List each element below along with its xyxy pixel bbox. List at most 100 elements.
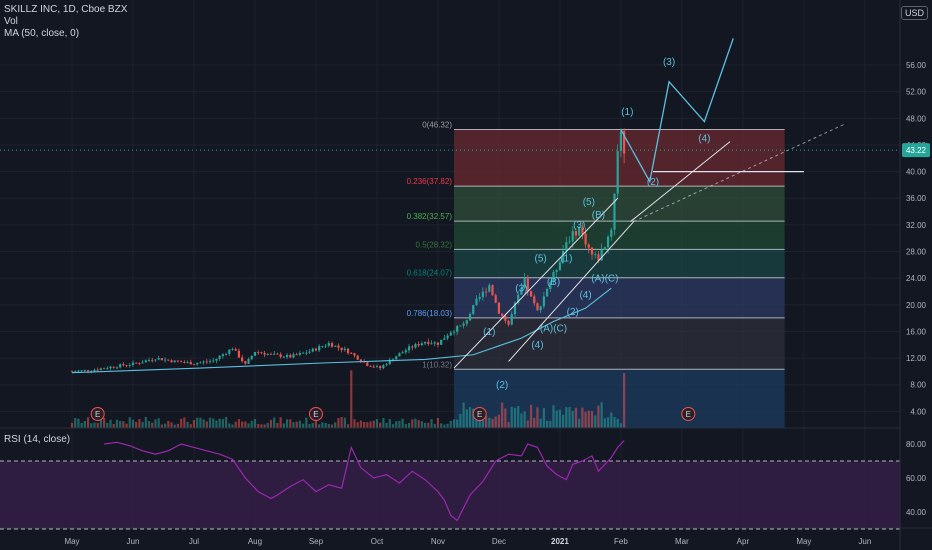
candle-body	[391, 359, 395, 361]
candle-body	[424, 341, 427, 344]
price-axis-tick: 8.00	[910, 381, 926, 390]
candle-body	[613, 193, 616, 230]
volume-bar	[266, 422, 269, 428]
candle-body	[170, 360, 173, 363]
wave-label: (2)	[567, 307, 579, 318]
candle-body	[552, 271, 555, 283]
fib-level-label: 1(10.32)	[422, 360, 452, 369]
candle-body	[443, 338, 446, 340]
volume-bar	[86, 417, 90, 428]
volume-bar	[154, 419, 157, 428]
volume-bar	[610, 412, 613, 428]
candle-body	[590, 247, 594, 255]
volume-bar	[417, 420, 420, 428]
volume-bar	[115, 419, 119, 428]
candle-body	[584, 233, 587, 245]
candle-body	[321, 346, 324, 348]
fib-level-label: 0.786(18.03)	[407, 309, 453, 318]
candle-body	[241, 357, 244, 362]
volume-bar	[523, 411, 526, 428]
volume-bar	[135, 421, 138, 428]
candle-body	[80, 370, 83, 372]
candle-body	[343, 348, 346, 350]
volume-bar	[202, 419, 205, 428]
volume-bar	[228, 423, 231, 428]
volume-bar	[375, 419, 379, 428]
volume-bar	[517, 405, 520, 428]
candle-body	[507, 320, 510, 325]
volume-bar	[555, 410, 558, 428]
volume-bar	[237, 419, 241, 428]
volume-bar	[401, 418, 404, 428]
channel-extension	[633, 123, 846, 223]
fib-level-label: 0(46.32)	[422, 121, 452, 130]
candle-body	[475, 298, 478, 305]
volume-bar	[167, 420, 170, 428]
time-axis-label: Jul	[189, 537, 199, 546]
candle-body	[327, 343, 330, 346]
volume-bar	[103, 417, 106, 428]
time-axis-label: Aug	[248, 537, 262, 546]
current-price-badge	[902, 143, 930, 158]
candle-body	[199, 362, 202, 364]
volume-bar	[218, 418, 221, 428]
volume-bar	[119, 420, 122, 428]
volume-bar	[584, 411, 587, 428]
candle-body	[99, 368, 102, 370]
candle-body	[484, 291, 488, 293]
candle-body	[427, 341, 430, 344]
candle-body	[314, 348, 318, 351]
candle-body	[266, 353, 269, 355]
volume-bar	[359, 420, 362, 428]
volume-bar	[574, 407, 578, 428]
candle-body	[176, 360, 180, 362]
volume-bar	[330, 424, 334, 428]
candle-body	[96, 369, 99, 371]
candle-body	[430, 343, 433, 345]
candle-body	[536, 303, 539, 311]
wave-label: (3)	[515, 283, 527, 294]
currency-badge[interactable]: USD	[900, 6, 928, 20]
volume-bar	[74, 417, 77, 428]
volume-bar	[138, 419, 141, 428]
symbol-title: SKILLZ INC, 1D, Cboe BZX	[4, 4, 128, 15]
volume-bar	[369, 421, 372, 428]
volume-bar	[337, 417, 340, 428]
volume-bar	[314, 417, 318, 428]
volume-bar	[597, 405, 600, 428]
candle-body	[292, 354, 295, 358]
price-axis-tick: 32.00	[906, 221, 927, 230]
candle-body	[173, 360, 176, 363]
wave-label: (1)	[621, 107, 633, 118]
fib-level-label: 0.5(28.32)	[416, 240, 453, 249]
candle-body	[70, 371, 74, 373]
fib-level-label: 0.618(24.07)	[407, 269, 453, 278]
candle-body	[269, 353, 273, 355]
volume-bar	[603, 418, 606, 428]
volume-bar	[497, 414, 501, 428]
candle-body	[491, 285, 494, 296]
candle-body	[401, 352, 404, 354]
candle-body	[497, 302, 501, 314]
candle-body	[417, 344, 420, 346]
volume-bar	[144, 417, 147, 428]
volume-bar	[513, 407, 517, 428]
candle-body	[452, 331, 456, 333]
candle-body	[119, 364, 122, 368]
earnings-marker	[90, 407, 105, 421]
time-axis-label: May	[796, 537, 811, 546]
candle-body	[122, 364, 125, 366]
candle-body	[196, 363, 199, 365]
volume-bar	[176, 423, 180, 428]
volume-bar	[363, 421, 366, 428]
rsi-axis-tick: 60.00	[906, 474, 927, 483]
volume-bar	[424, 422, 427, 428]
volume-bar	[241, 421, 244, 428]
wave-label: (2)	[647, 177, 659, 188]
candle-body	[363, 361, 366, 363]
candle-body	[138, 363, 141, 365]
candle-body	[106, 368, 109, 370]
trend-channel-line	[453, 197, 619, 369]
candle-body	[462, 323, 465, 326]
